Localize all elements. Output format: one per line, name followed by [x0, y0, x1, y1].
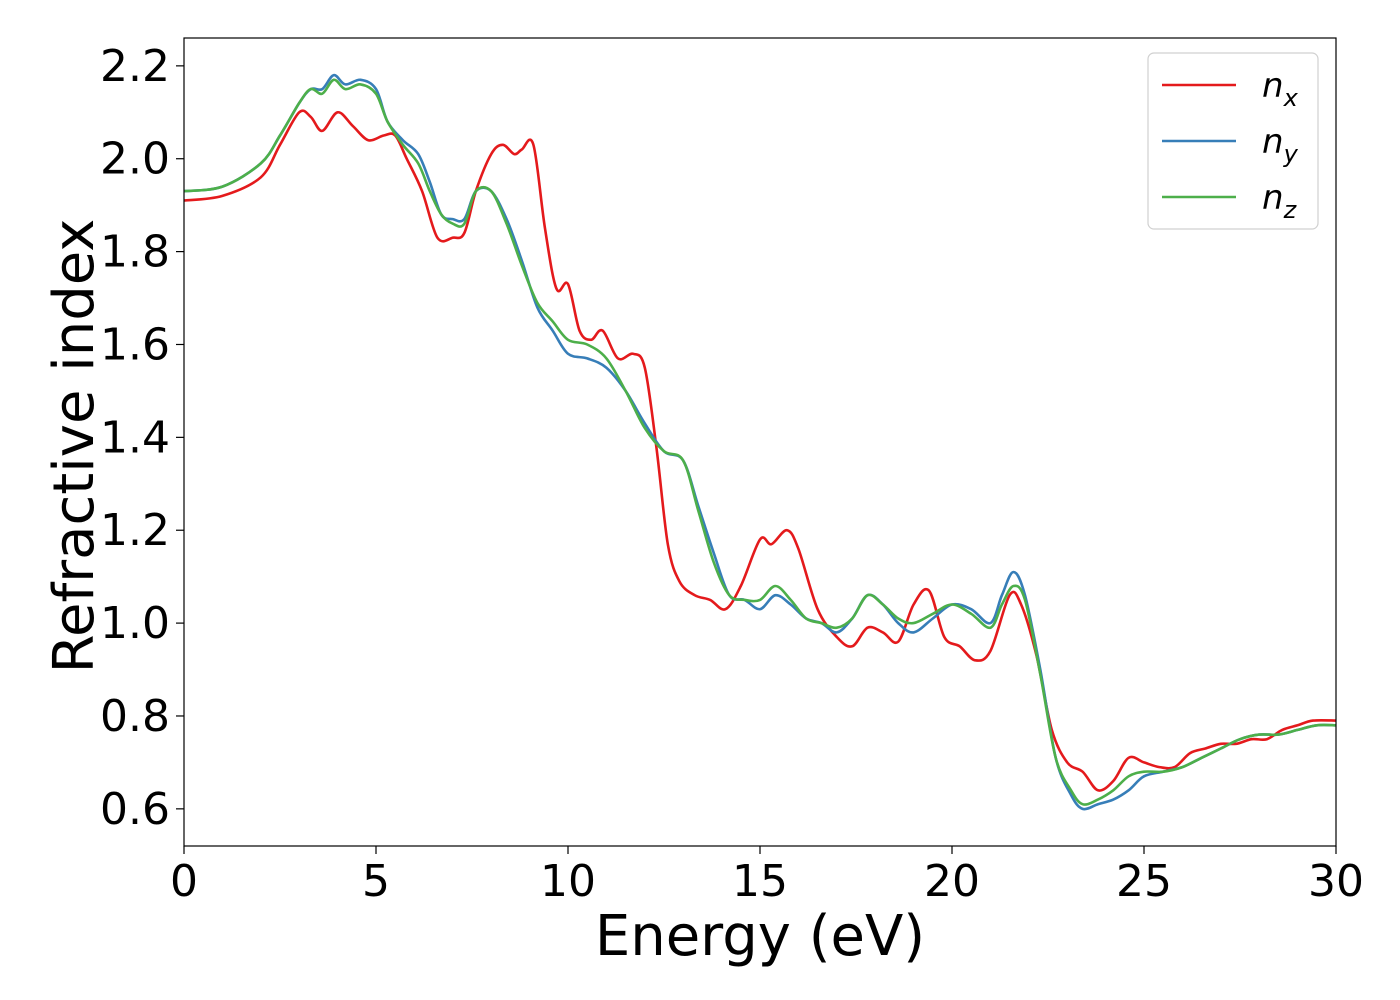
y-tick-label: 2.2 — [100, 41, 170, 92]
x-tick-label: 15 — [732, 856, 788, 907]
x-tick-label: 5 — [362, 856, 390, 907]
series-line-n-x — [184, 109, 1336, 792]
x-tick-label: 30 — [1308, 856, 1364, 907]
x-tick-label: 25 — [1116, 856, 1172, 907]
x-axis-ticks: 0 5 10 15 20 25 30 — [170, 846, 1364, 907]
y-tick-label: 1.6 — [100, 319, 170, 370]
legend: nx ny nz — [1147, 52, 1319, 230]
series-line-n-y — [184, 73, 1336, 811]
y-axis-ticks: 0.6 0.8 1.0 1.2 1.4 1.6 1.8 2.0 2.2 — [100, 41, 184, 835]
series-lines — [184, 73, 1336, 811]
y-tick-label: 0.6 — [100, 784, 170, 835]
legend-label-n-x: nx — [1262, 66, 1299, 112]
y-axis-title: Refractive index — [42, 219, 107, 674]
y-tick-label: 1.0 — [100, 598, 170, 649]
y-tick-label: 1.8 — [100, 227, 170, 278]
legend-label-n-y: ny — [1262, 122, 1299, 168]
y-tick-label: 2.0 — [100, 134, 170, 185]
y-tick-label: 1.4 — [100, 412, 170, 463]
x-axis-title: Energy (eV) — [595, 904, 925, 969]
x-tick-label: 20 — [924, 856, 980, 907]
x-tick-label: 10 — [540, 856, 596, 907]
legend-label-n-z: nz — [1262, 178, 1298, 224]
series-line-n-z — [184, 78, 1336, 806]
y-tick-label: 1.2 — [100, 505, 170, 556]
y-tick-label: 0.8 — [100, 691, 170, 742]
x-tick-label: 0 — [170, 856, 198, 907]
